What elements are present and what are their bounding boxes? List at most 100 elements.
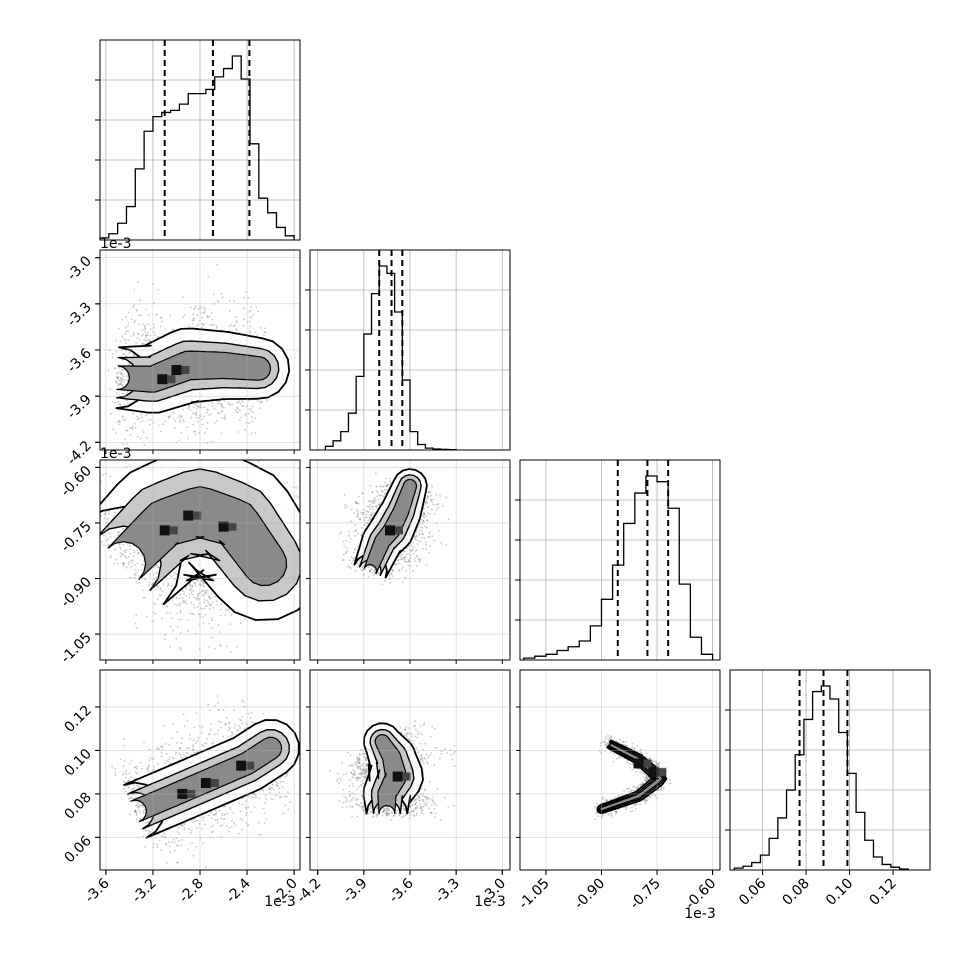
scatter-point [103,668,105,670]
scatter-point [334,486,336,488]
scatter-point [118,419,121,422]
scatter-point [196,595,199,597]
scatter-point [127,311,130,314]
scatter-point [124,438,126,441]
scatter-point [182,408,184,411]
scatter-point [244,428,247,431]
scatter-point [122,562,125,565]
scatter-point [132,354,135,357]
scatter-point [133,454,135,456]
scatter-point [87,520,89,522]
scatter-point [191,585,194,587]
scatter-point [216,403,219,405]
scatter-point [66,504,68,506]
scatter-point [188,593,191,596]
scatter-point [127,325,129,327]
scatter-point [207,276,210,278]
scatter-point [365,513,367,516]
scatter-point [255,306,258,309]
scatter-point [140,564,143,566]
scatter-point [415,564,418,567]
scatter-point [103,517,106,520]
scatter-point [153,331,155,333]
scatter-point [426,498,429,500]
scatter-point [163,457,165,459]
scatter-point [445,543,448,546]
scatter-point [205,411,208,414]
scatter-point [137,569,140,571]
scatter-point [342,540,345,543]
scatter-point [235,315,238,318]
scatter-point [76,501,78,503]
scatter-point [182,601,185,604]
scatter-point [123,549,126,552]
scatter-point [249,330,251,333]
scatter-point [371,502,374,505]
scatter-point [59,477,61,479]
scatter-point [144,430,146,432]
scatter-point [110,555,112,558]
scatter-point [192,406,195,409]
scatter-point [143,338,146,341]
scatter-point [189,409,192,411]
scatter-point [254,417,257,420]
scatter-point [234,324,236,327]
scatter-point [148,418,150,421]
scatter-point [76,517,78,519]
scatter-point [163,414,165,416]
scatter-point [348,541,351,543]
scatter-point [435,509,438,511]
scatter-point [188,584,191,587]
scatter-point [19,446,21,448]
scatter-point [250,432,253,435]
scatter-point [162,430,164,432]
scatter-point [249,451,251,453]
scatter-point [164,328,167,331]
scatter-point [197,421,200,423]
scatter-point [118,366,120,369]
scatter-point [249,444,251,446]
scatter-point [203,582,206,585]
scatter-point [303,508,305,510]
scatter-point [157,584,159,587]
scatter-point [180,431,183,434]
scatter-point [254,432,257,434]
scatter-point [190,416,193,419]
scatter-point [118,543,121,546]
scatter-point [173,603,176,605]
scatter-point [179,593,182,596]
scatter-point [354,524,356,527]
scatter-point [187,629,190,632]
scatter-point [185,603,188,605]
scatter-point [121,318,124,321]
scatter-point [369,518,372,521]
scatter-point [108,512,110,515]
scatter-point [367,519,370,522]
scatter-point [429,513,431,515]
scatter-point [90,486,92,488]
scatter-point [204,614,207,616]
scatter-point [326,495,328,497]
scatter-point [168,417,170,419]
scatter-point [188,404,190,407]
scatter-point [115,381,118,383]
scatter-point [131,427,134,430]
scatter-point [240,416,243,419]
scatter-point [196,580,199,582]
scatter-point [249,325,252,328]
scatter-point [103,534,105,537]
scatter-point [188,596,191,599]
scatter-point [182,590,185,593]
scatter-point [175,637,178,640]
scatter-point [139,299,142,302]
scatter-point [129,544,132,547]
scatter-point [144,340,147,342]
scatter-point [155,432,157,434]
scatter-point [143,444,146,446]
scatter-point [226,645,228,648]
scatter-point [306,535,308,537]
scatter-point [140,421,143,423]
scatter-point [226,454,228,456]
scatter-point [148,314,150,316]
scatter-point [231,444,233,446]
